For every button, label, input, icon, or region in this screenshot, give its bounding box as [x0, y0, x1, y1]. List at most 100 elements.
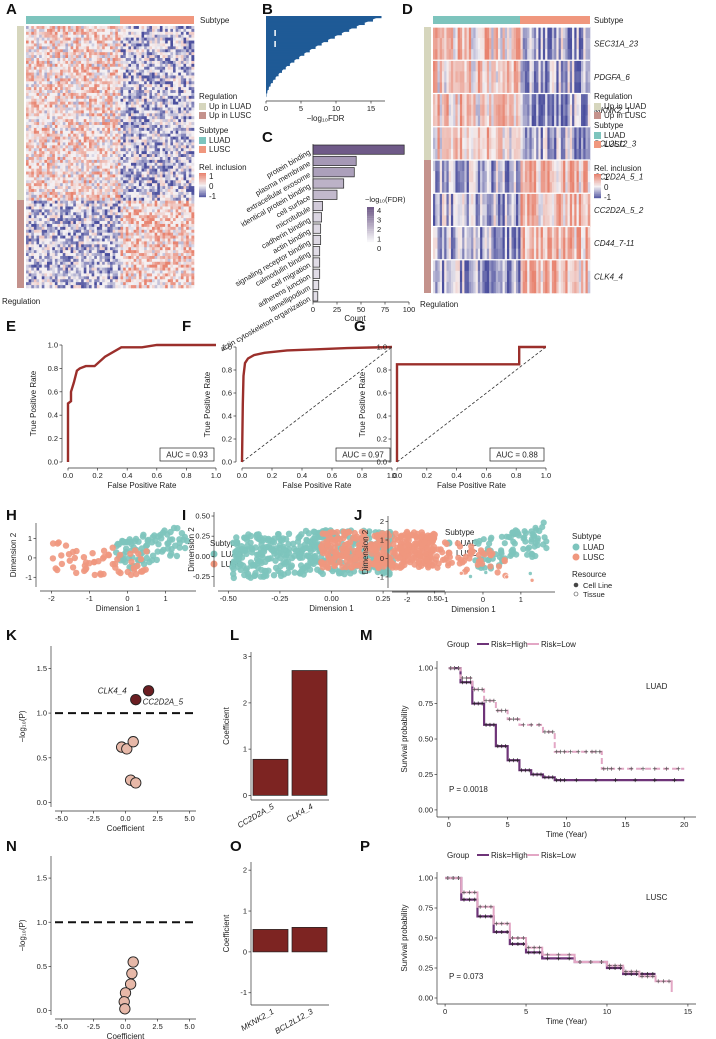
heatmap-cell [191, 133, 195, 137]
heatmap-cell [117, 194, 121, 199]
heatmap-cell [180, 116, 184, 120]
heatmap-cell [123, 69, 127, 73]
heatmap-cell [44, 235, 48, 239]
heatmap-cell [60, 171, 64, 175]
heatmap-cell [75, 206, 79, 210]
heatmap-cell [54, 40, 58, 44]
heatmap-cell [115, 116, 119, 120]
heatmap-cell [86, 215, 90, 219]
heatmap-cell [188, 200, 192, 204]
heatmap-cell [141, 31, 145, 36]
heatmap-cell [57, 107, 61, 111]
heatmap-cell [96, 72, 100, 76]
heatmap-cell [141, 197, 145, 201]
heatmap-cell [39, 194, 43, 199]
heatmap-cell [52, 49, 56, 53]
heatmap-cell [144, 191, 148, 196]
heatmap-cell [102, 159, 106, 164]
heatmap-cell [52, 197, 56, 201]
heatmap-cell [68, 43, 71, 47]
heatmap-cell [133, 241, 137, 245]
heatmap-cell [120, 218, 124, 222]
heatmap-cell [154, 49, 158, 53]
heatmap-cell [152, 46, 155, 50]
heatmap-cell [104, 168, 108, 172]
heatmap-cell [146, 194, 150, 199]
heatmap-cell [75, 171, 79, 175]
heatmap-cell [81, 133, 85, 137]
heatmap-cell [89, 58, 92, 62]
heatmap-cell [44, 168, 48, 172]
heatmap-cell [91, 95, 95, 100]
heatmap-cell [75, 165, 79, 169]
heatmap-cell [107, 142, 111, 146]
heatmap-cell [133, 186, 137, 190]
heatmap-cell [86, 63, 90, 68]
heatmap-cell [123, 107, 127, 111]
heatmap-cell [68, 66, 71, 70]
heatmap-cell [175, 72, 179, 76]
heatmap-cell [33, 90, 37, 94]
heatmap-cell [28, 55, 32, 59]
heatmap-cell [75, 104, 79, 108]
heatmap-cell [52, 177, 56, 181]
heatmap-cell [86, 159, 90, 164]
heatmap-cell [146, 162, 150, 167]
heatmap-cell [175, 43, 179, 47]
heatmap-cell [47, 180, 50, 184]
heatmap-cell [154, 162, 158, 167]
heatmap-cell [96, 75, 100, 79]
heatmap-cell [91, 215, 95, 219]
heatmap-cell [99, 203, 103, 207]
heatmap-cell [112, 136, 116, 140]
heatmap-cell [28, 174, 32, 178]
heatmap-cell [57, 75, 61, 79]
heatmap-cell [54, 238, 58, 242]
heatmap-cell [107, 154, 111, 158]
heatmap-cell [117, 34, 121, 38]
heatmap-cell [70, 107, 74, 111]
heatmap-cell [183, 26, 187, 30]
heatmap-cell [44, 87, 48, 91]
heatmap-cell [91, 133, 95, 137]
heatmap-cell [144, 113, 148, 117]
heatmap-cell [68, 200, 71, 204]
heatmap-cell [152, 127, 155, 132]
heatmap-cell [175, 244, 179, 248]
heatmap-cell [39, 209, 43, 213]
heatmap-cell [73, 58, 77, 62]
heatmap-cell [31, 119, 35, 123]
heatmap-cell [33, 145, 37, 149]
heatmap-cell [96, 226, 100, 231]
heatmap-cell [146, 136, 150, 140]
heatmap-cell [120, 215, 124, 219]
heatmap-cell [133, 43, 137, 47]
heatmap-cell [54, 148, 58, 152]
heatmap-cell [125, 60, 129, 65]
heatmap-cell [49, 189, 53, 193]
heatmap-cell [110, 171, 113, 175]
heatmap-cell [44, 171, 48, 175]
heatmap-cell [188, 247, 192, 251]
heatmap-cell [102, 66, 106, 70]
heatmap-cell [149, 206, 153, 210]
heatmap-cell [36, 63, 40, 68]
heatmap-cell [188, 151, 192, 155]
heatmap-cell [33, 72, 37, 76]
heatmap-cell [180, 244, 184, 248]
heatmap-cell [144, 136, 148, 140]
heatmap-cell [188, 101, 192, 105]
heatmap-cell [173, 34, 176, 38]
heatmap-cell [75, 113, 79, 117]
heatmap-cell [36, 250, 40, 254]
heatmap-cell [86, 145, 90, 149]
heatmap-cell [173, 154, 176, 158]
heatmap-cell [115, 250, 119, 254]
heatmap-cell [81, 197, 85, 201]
heatmap-cell [186, 183, 190, 187]
heatmap-cell [144, 122, 148, 126]
heatmap-cell [167, 238, 171, 242]
heatmap-cell [180, 43, 184, 47]
heatmap-cell [73, 69, 77, 73]
heatmap-cell [49, 60, 53, 65]
